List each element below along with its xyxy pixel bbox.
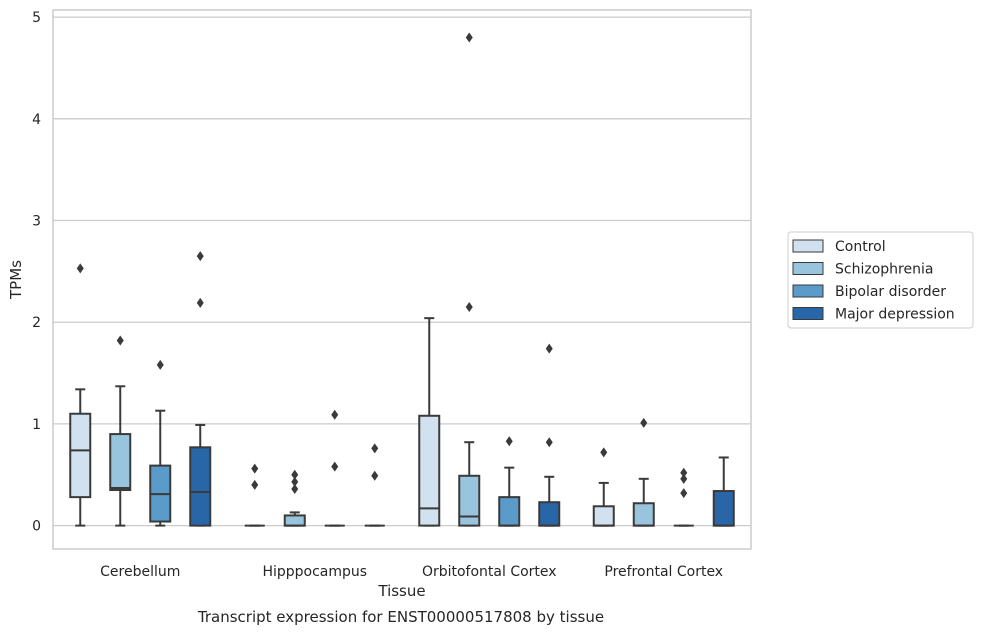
box [592,447,615,527]
outlier-point [680,467,688,478]
legend-swatch [792,239,824,253]
box [69,263,92,527]
y-tick-label: 0 [32,519,41,535]
legend-label: Bipolar disorder [835,284,946,300]
legend-frame [787,231,974,329]
outlier-point [251,479,259,490]
box-body [538,501,561,527]
outlier-point [76,263,84,274]
series-bipolar-disorder [149,359,694,527]
box-plot-series [69,32,735,527]
legend-swatch [792,262,824,275]
outlier-point [545,437,553,448]
box [283,469,306,527]
outlier-point [196,251,204,262]
box [498,436,521,527]
legend-swatch [792,307,824,320]
legend[interactable]: Control Schizophrenia Bipolar disorder Majo… [787,231,974,329]
outlier-point [465,32,473,43]
box-body [712,490,735,527]
box-body [498,496,521,527]
x-axis-label: Tissue [377,582,425,600]
box-body [592,505,615,527]
box-body [458,474,481,527]
box [673,467,694,527]
grid-lines [53,16,751,527]
series-major-depression [189,251,735,527]
legend-item[interactable]: Bipolar disorder [792,284,946,300]
x-axis-ticks: Cerebellum Hipppocampus Orbitofontal Corte… [100,564,723,580]
y-tick-label: 3 [32,214,41,230]
legend-label: Schizophrenia [835,262,933,278]
box-body [418,414,441,527]
outlier-point [465,301,473,312]
outlier-point [640,417,648,428]
outlier-point [291,469,299,480]
outlier-point [291,483,299,494]
x-tick-label: Hipppocampus [262,564,367,580]
x-tick-label: Prefrontal Cortex [604,564,723,580]
box [244,463,265,527]
outlier-point [680,488,688,499]
series-control [69,263,615,527]
legend-label: Control [835,239,886,255]
outlier-point [196,297,204,308]
y-axis-label: TPMs [7,260,25,300]
series-schizophrenia [109,32,655,527]
box [538,343,561,527]
box [189,251,212,527]
outlier-point [156,359,164,370]
outlier-point [291,476,299,487]
box-body [109,433,132,492]
outlier-point [505,436,513,447]
outlier-point [251,463,259,474]
y-tick-label: 5 [32,10,41,26]
plot-frame [52,9,752,550]
box [149,359,172,527]
outlier-point [545,343,553,354]
outlier-point [371,443,379,454]
y-axis-ticks: 0 1 2 3 4 5 [32,10,41,534]
box [418,317,441,527]
outlier-point [371,470,379,481]
y-tick-label: 4 [32,112,41,128]
outlier-point [680,473,688,484]
box [632,417,655,527]
legend-item[interactable]: Schizophrenia [792,262,933,278]
outlier-point [600,447,608,458]
x-tick-label: Cerebellum [100,564,180,580]
box-body [632,502,655,527]
box [458,32,481,527]
box [364,443,385,527]
box-body [189,446,212,527]
legend-item[interactable]: Control [792,239,886,255]
outlier-point [116,335,124,346]
y-tick-label: 1 [32,417,41,433]
box [712,456,735,527]
chart-caption: Transcript expression for ENST0000051780… [197,608,604,626]
box [109,335,132,527]
legend-label: Major depression [835,307,955,323]
x-tick-label: Orbitofontal Cortex [422,564,557,580]
y-tick-label: 2 [32,315,41,331]
legend-item[interactable]: Major depression [792,307,955,323]
box-body [69,412,92,499]
box-body [283,514,306,527]
outlier-point [331,461,339,472]
legend-swatch [792,284,824,298]
outlier-point [331,409,339,420]
box [324,409,345,527]
